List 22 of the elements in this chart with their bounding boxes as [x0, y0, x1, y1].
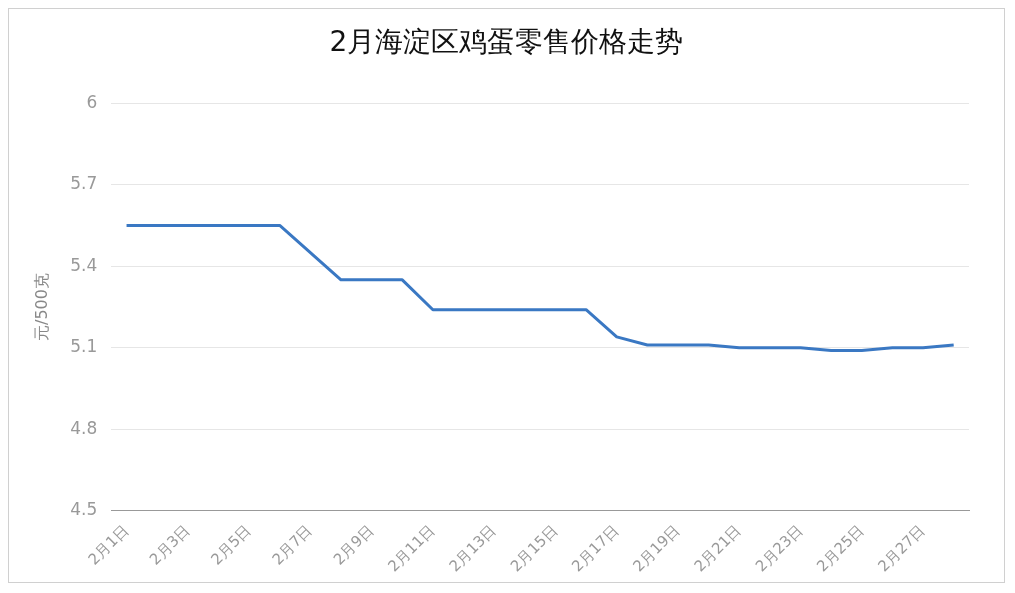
chart-title: 2月海淀区鸡蛋零售价格走势 — [328, 24, 685, 60]
x-tick-label: 2月25日 — [813, 521, 868, 576]
x-tick-label: 2月9日 — [329, 521, 378, 569]
y-tick-label: 5.7 — [70, 173, 98, 194]
x-tick-label: 2月5日 — [207, 521, 255, 569]
x-tick-label: 2月17日 — [568, 521, 623, 576]
x-tick-label: 2月7日 — [268, 521, 316, 569]
y-tick-label: 4.5 — [70, 499, 98, 520]
x-tick-label: 2月15日 — [506, 521, 562, 576]
x-tick-label: 2月27日 — [874, 521, 929, 576]
x-tick-label: 2月1日 — [84, 521, 133, 569]
y-tick-label: 4.8 — [70, 417, 98, 438]
y-tick-label: 5.1 — [70, 336, 98, 357]
y-tick-label: 6 — [86, 91, 98, 112]
x-tick-label: 2月19日 — [629, 521, 684, 576]
y-tick-label: 5.4 — [70, 254, 98, 275]
x-tick-label: 2月11日 — [384, 521, 439, 576]
y-axis-title: 元/500克 — [31, 273, 51, 341]
x-tick-label: 2月21日 — [690, 521, 745, 576]
x-tick-label: 2月23日 — [751, 521, 807, 576]
x-tick-label: 2月13日 — [445, 521, 500, 576]
x-tick-label: 2月3日 — [145, 521, 194, 569]
